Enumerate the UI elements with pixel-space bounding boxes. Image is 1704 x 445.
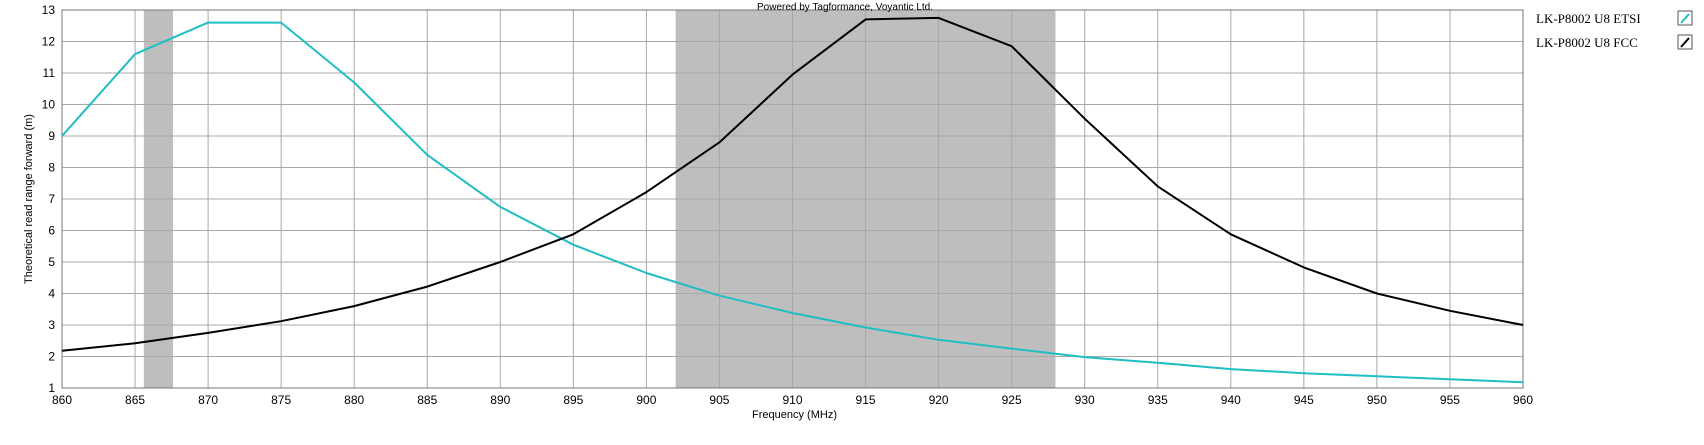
y-tick-label: 1 bbox=[48, 381, 55, 395]
x-tick-label: 860 bbox=[52, 393, 72, 407]
x-tick-label: 940 bbox=[1221, 393, 1241, 407]
y-tick-label: 4 bbox=[48, 287, 55, 301]
grid-lines bbox=[61, 9, 1524, 389]
x-tick-label: 905 bbox=[709, 393, 729, 407]
x-tick-label: 945 bbox=[1294, 393, 1314, 407]
x-tick-label: 925 bbox=[1002, 393, 1022, 407]
x-tick-label: 930 bbox=[1075, 393, 1095, 407]
y-tick-label: 2 bbox=[48, 350, 55, 364]
series-line-0 bbox=[61, 21, 1524, 384]
y-tick-label: 9 bbox=[48, 129, 55, 143]
x-tick-label: 885 bbox=[417, 393, 437, 407]
y-tick-label: 10 bbox=[42, 98, 56, 112]
x-tick-label: 960 bbox=[1513, 393, 1533, 407]
series-lines bbox=[61, 16, 1524, 384]
y-tick-label: 12 bbox=[42, 35, 56, 49]
legend: LK-P8002 U8 ETSI LK-P8002 U8 FCC bbox=[1536, 10, 1693, 50]
legend-swatch-line-1 bbox=[1680, 37, 1690, 48]
x-tick-label: 910 bbox=[782, 393, 802, 407]
y-tick-label: 8 bbox=[48, 161, 55, 175]
x-tick-label: 915 bbox=[856, 393, 876, 407]
x-tick-label: 955 bbox=[1440, 393, 1460, 407]
legend-label-1: LK-P8002 U8 FCC bbox=[1536, 35, 1638, 50]
x-tick-label: 900 bbox=[636, 393, 656, 407]
y-tick-label: 13 bbox=[42, 3, 56, 17]
x-tick-label: 880 bbox=[344, 393, 364, 407]
credit-text: Powered by Tagformance, Voyantic Ltd. bbox=[757, 2, 933, 13]
x-tick-label: 875 bbox=[271, 393, 291, 407]
y-tick-label: 11 bbox=[43, 66, 56, 80]
y-tick-label: 5 bbox=[48, 255, 55, 269]
x-tick-label: 890 bbox=[490, 393, 510, 407]
x-tick-label: 950 bbox=[1367, 393, 1387, 407]
y-axis-title: Theoretical read range forward (m) bbox=[23, 114, 35, 284]
y-tick-label: 6 bbox=[48, 224, 55, 238]
x-tick-label: 865 bbox=[125, 393, 145, 407]
x-tick-label: 870 bbox=[198, 393, 218, 407]
series-line-1 bbox=[61, 16, 1524, 352]
plot-area-border bbox=[61, 9, 1524, 389]
legend-swatch-line-0 bbox=[1680, 13, 1690, 24]
x-tick-label: 920 bbox=[929, 393, 949, 407]
x-tick-labels: 860 865 870 875 880 885 890 895 900 905 910 915 920 9… bbox=[52, 393, 1533, 407]
y-tick-label: 7 bbox=[48, 192, 55, 206]
x-tick-label: 935 bbox=[1148, 393, 1168, 407]
legend-label-0: LK-P8002 U8 ETSI bbox=[1536, 11, 1641, 26]
y-tick-label: 3 bbox=[48, 318, 55, 332]
x-axis-title: Frequency (MHz) bbox=[752, 409, 837, 421]
x-tick-label: 895 bbox=[563, 393, 583, 407]
